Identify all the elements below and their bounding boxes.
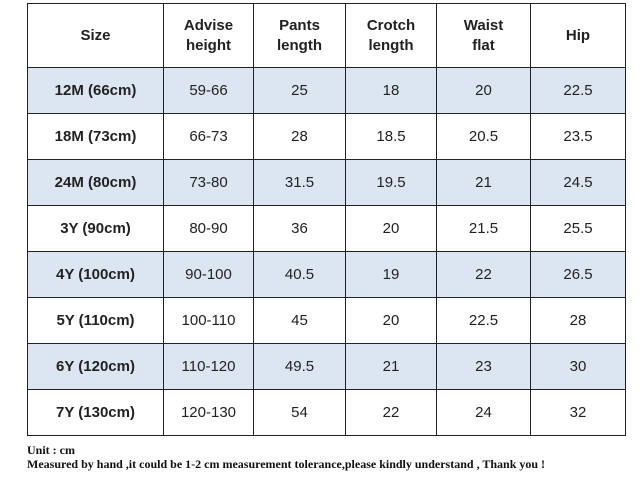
header-text: Hip [565,26,591,44]
header-text: Size [80,26,111,44]
value-cell: 21 [436,159,531,206]
size-table: Size Advise height Pants length Crotch leng… [27,3,626,436]
value-cell: 24 [436,389,531,436]
value-cell: 23 [436,343,531,390]
size-cell: 5Y (110cm) [27,297,164,344]
value-cell: 59-66 [163,67,254,114]
size-cell: 12M (66cm) [27,67,164,114]
value-cell: 31.5 [253,159,346,206]
value-cell: 21 [345,343,437,390]
value-cell: 110-120 [163,343,254,390]
value-cell: 20 [436,67,531,114]
value-cell: 22.5 [530,67,626,114]
size-cell: 7Y (130cm) [27,389,164,436]
value-cell: 23.5 [530,113,626,160]
value-cell: 21.5 [436,205,531,252]
tolerance-note: Measured by hand ,it could be 1-2 cm mea… [27,457,546,471]
value-cell: 90-100 [163,251,254,298]
header-cell: Advise height [163,3,254,68]
table-row: 3Y (90cm) 80-90 36 20 21.5 25.5 [27,205,626,252]
value-cell: 24.5 [530,159,626,206]
header-cell: Pants length [253,3,346,68]
size-cell: 18M (73cm) [27,113,164,160]
value-cell: 49.5 [253,343,346,390]
header-text: Crotch length [366,16,416,54]
size-cell: 3Y (90cm) [27,205,164,252]
size-cell: 4Y (100cm) [27,251,164,298]
value-cell: 22 [436,251,531,298]
value-cell: 20 [345,205,437,252]
table-row: 6Y (120cm) 110-120 49.5 21 23 30 [27,343,626,390]
value-cell: 28 [530,297,626,344]
header-text: Waist flat [463,16,504,54]
value-cell: 45 [253,297,346,344]
table-row: 18M (73cm) 66-73 28 18.5 20.5 23.5 [27,113,626,160]
value-cell: 73-80 [163,159,254,206]
value-cell: 36 [253,205,346,252]
value-cell: 22.5 [436,297,531,344]
value-cell: 20.5 [436,113,531,160]
value-cell: 30 [530,343,626,390]
table-row: 5Y (110cm) 100-110 45 20 22.5 28 [27,297,626,344]
header-cell: Size [27,3,164,68]
value-cell: 18 [345,67,437,114]
unit-note: Unit : cm [27,443,75,457]
value-cell: 26.5 [530,251,626,298]
size-cell: 24M (80cm) [27,159,164,206]
value-cell: 20 [345,297,437,344]
value-cell: 25.5 [530,205,626,252]
header-row: Size Advise height Pants length Crotch leng… [27,3,626,68]
value-cell: 100-110 [163,297,254,344]
value-cell: 28 [253,113,346,160]
header-cell: Crotch length [345,3,437,68]
value-cell: 25 [253,67,346,114]
value-cell: 18.5 [345,113,437,160]
value-cell: 120-130 [163,389,254,436]
value-cell: 40.5 [253,251,346,298]
value-cell: 54 [253,389,346,436]
value-cell: 22 [345,389,437,436]
header-text: Advise height [183,16,234,54]
header-cell: Hip [530,3,626,68]
value-cell: 32 [530,389,626,436]
value-cell: 19.5 [345,159,437,206]
table-row: 24M (80cm) 73-80 31.5 19.5 21 24.5 [27,159,626,206]
value-cell: 19 [345,251,437,298]
size-cell: 6Y (120cm) [27,343,164,390]
value-cell: 66-73 [163,113,254,160]
header-cell: Waist flat [436,3,531,68]
value-cell: 80-90 [163,205,254,252]
table-row: 7Y (130cm) 120-130 54 22 24 32 [27,389,626,436]
table-body: 12M (66cm) 59-66 25 18 20 22.5 18M (73cm) 66-73… [27,67,626,436]
notes: Unit : cm Measured by hand ,it could be … [27,443,545,471]
table-row: 12M (66cm) 59-66 25 18 20 22.5 [27,67,626,114]
header-text: Pants length [277,16,322,54]
table-row: 4Y (100cm) 90-100 40.5 19 22 26.5 [27,251,626,298]
